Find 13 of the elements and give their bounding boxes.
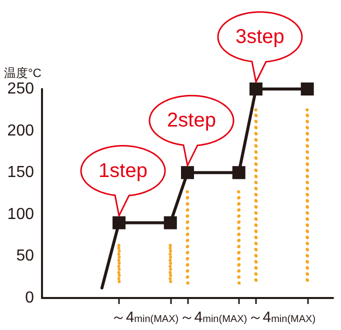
- annotation: 3step: [236, 26, 284, 48]
- y-tick-label: 200: [7, 122, 34, 140]
- annotation: 2step: [167, 110, 216, 132]
- y-tick-label: 150: [7, 164, 34, 182]
- x-tick-label: ～4min(MAX): [179, 309, 248, 326]
- y-tick-label: 250: [7, 80, 34, 98]
- y-tick-label: 100: [7, 206, 34, 223]
- annotation: 1step: [98, 160, 148, 182]
- x-tick-label: ～4min(MAX): [110, 309, 179, 326]
- x-tick-label: ～4min(MAX): [248, 309, 316, 326]
- y-axis-title: 温度°C: [4, 66, 42, 80]
- y-tick-label: 50: [16, 248, 34, 265]
- y-tick-label: 0: [25, 290, 34, 306]
